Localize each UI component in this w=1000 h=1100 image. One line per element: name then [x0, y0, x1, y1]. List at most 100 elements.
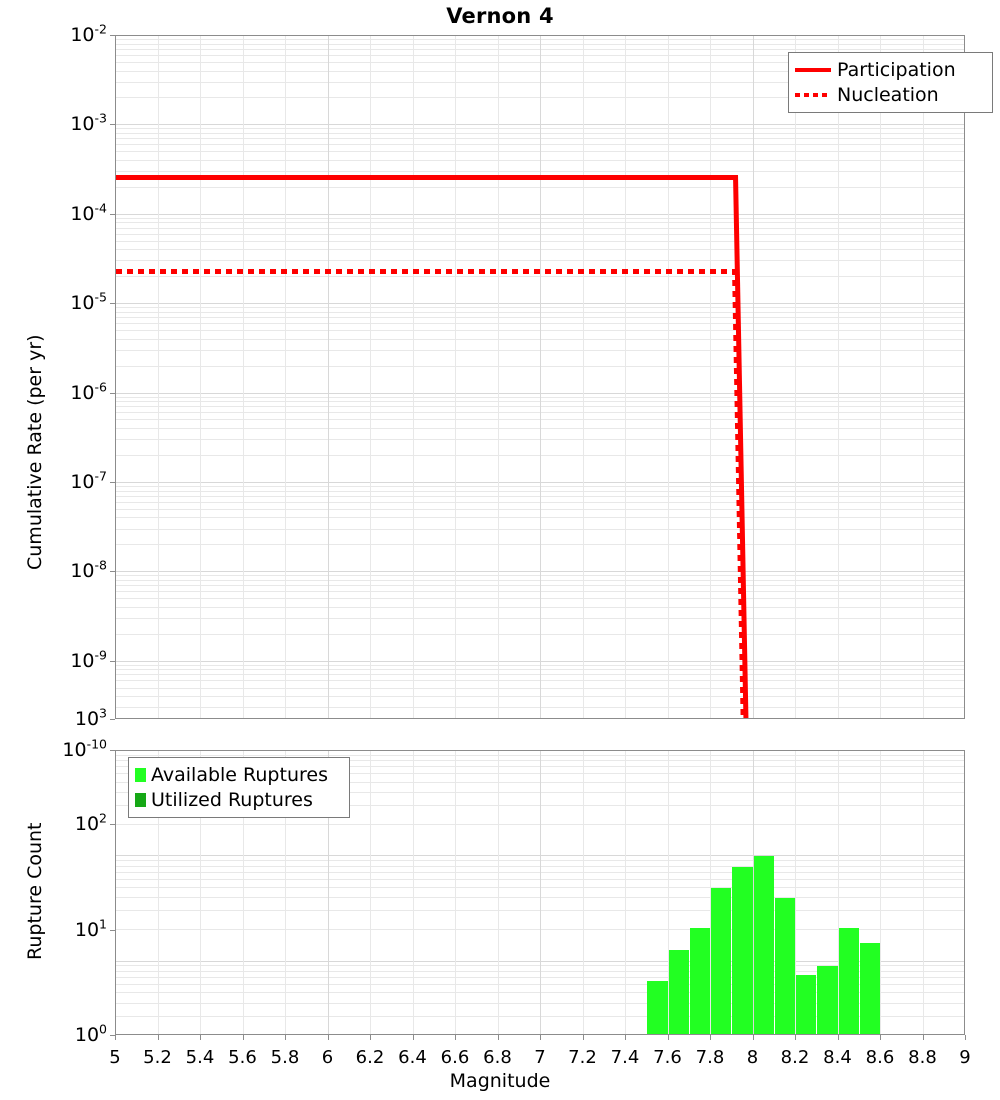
rupture-count-bar [839, 928, 859, 1035]
top-y-tick-label: 10-3 [70, 113, 107, 135]
legend-item-available-ruptures[interactable]: Available Ruptures [135, 762, 342, 787]
top-y-tick-mark [110, 393, 115, 394]
x-tick-mark [838, 1035, 839, 1040]
rupture-count-bar [754, 856, 774, 1035]
gridline-vertical [540, 751, 541, 1034]
bottom-y-tick-label: 101 [75, 919, 107, 941]
gridline-vertical [455, 36, 456, 718]
legend-label: Participation [837, 59, 956, 81]
x-tick-mark [158, 1035, 159, 1040]
bottom-legend: Available Ruptures Utilized Ruptures [128, 757, 350, 818]
series-participation-plateau [116, 175, 735, 180]
bottom-y-tick-mark [110, 824, 115, 825]
top-y-tick-mark [110, 214, 115, 215]
x-tick-label: 5 [109, 1047, 120, 1068]
legend-label: Nucleation [837, 84, 939, 106]
x-tick-label: 6.8 [483, 1047, 512, 1068]
top-y-axis-label: Cumulative Rate (per yr) [24, 334, 46, 570]
gridline-vertical [923, 36, 924, 718]
top-y-tick-mark [110, 571, 115, 572]
bottom-y-axis-label: Rupture Count [24, 823, 46, 961]
x-tick-label: 8.2 [781, 1047, 810, 1068]
rupture-count-bar [690, 928, 710, 1035]
bottom-y-tick-mark [110, 719, 115, 720]
top-y-tick-label: 10-10 [62, 739, 107, 761]
gridline-vertical [583, 36, 584, 718]
x-tick-mark [200, 1035, 201, 1040]
rupture-count-bar [711, 888, 731, 1035]
rupture-count-bar [860, 943, 880, 1035]
x-tick-mark [413, 1035, 414, 1040]
x-tick-mark [285, 1035, 286, 1040]
bottom-y-tick-label: 102 [75, 813, 107, 835]
gridline-vertical [625, 36, 626, 718]
x-tick-label: 8 [747, 1047, 758, 1068]
x-tick-label: 6.2 [356, 1047, 385, 1068]
x-tick-label: 7.2 [568, 1047, 597, 1068]
top-y-tick-label: 10-9 [70, 650, 107, 672]
legend-item-nucleation[interactable]: Nucleation [795, 82, 985, 107]
x-tick-label: 8.8 [908, 1047, 937, 1068]
x-tick-mark [965, 1035, 966, 1040]
x-axis-label: Magnitude [0, 1070, 1000, 1092]
chart-title: Vernon 4 [0, 4, 1000, 28]
gridline-vertical [880, 36, 881, 718]
x-tick-mark [753, 1035, 754, 1040]
legend-item-participation[interactable]: Participation [795, 57, 985, 82]
top-y-tick-mark [110, 124, 115, 125]
x-tick-mark [668, 1035, 669, 1040]
rupture-count-bar [775, 898, 795, 1035]
x-tick-label: 5.2 [143, 1047, 172, 1068]
top-y-tick-mark [110, 35, 115, 36]
gridline-vertical [328, 36, 329, 718]
gridline-vertical [795, 36, 796, 718]
series-nucleation-plateau [116, 269, 735, 274]
rupture-count-bar [732, 867, 752, 1035]
x-tick-mark [540, 1035, 541, 1040]
x-tick-mark [243, 1035, 244, 1040]
gridline-vertical [455, 751, 456, 1034]
x-tick-label: 5.6 [228, 1047, 257, 1068]
color-swatch-icon [135, 793, 146, 807]
x-tick-mark [328, 1035, 329, 1040]
x-tick-label: 6.4 [398, 1047, 427, 1068]
x-tick-label: 7.6 [653, 1047, 682, 1068]
gridline-vertical [625, 751, 626, 1034]
x-tick-mark [583, 1035, 584, 1040]
x-tick-mark [370, 1035, 371, 1040]
legend-label: Available Ruptures [151, 764, 328, 786]
gridline-vertical [200, 36, 201, 718]
color-swatch-icon [135, 768, 146, 782]
gridline-vertical [710, 36, 711, 718]
x-tick-label: 7.8 [696, 1047, 725, 1068]
top-y-tick-label: 10-8 [70, 560, 107, 582]
gridline-vertical [158, 36, 159, 718]
x-tick-label: 5.4 [186, 1047, 215, 1068]
cumulative-rate-plot [115, 35, 965, 719]
legend-item-utilized-ruptures[interactable]: Utilized Ruptures [135, 787, 342, 812]
top-y-tick-mark [110, 482, 115, 483]
legend-label: Utilized Ruptures [151, 789, 313, 811]
x-tick-mark [923, 1035, 924, 1040]
top-y-tick-label: 10-6 [70, 382, 107, 404]
gridline-vertical [668, 36, 669, 718]
x-tick-label: 8.6 [866, 1047, 895, 1068]
x-tick-label: 7.4 [611, 1047, 640, 1068]
gridline-vertical [923, 751, 924, 1034]
gridline-vertical [498, 751, 499, 1034]
x-tick-mark [498, 1035, 499, 1040]
x-tick-label: 6.6 [441, 1047, 470, 1068]
bottom-y-tick-label: 103 [75, 708, 107, 730]
top-y-tick-label: 10-5 [70, 292, 107, 314]
bottom-y-tick-mark [110, 930, 115, 931]
top-y-tick-label: 10-7 [70, 471, 107, 493]
solid-line-icon [795, 68, 831, 72]
gridline-vertical [413, 751, 414, 1034]
gridline-vertical [370, 751, 371, 1034]
gridline-vertical [753, 36, 754, 718]
gridline-vertical [370, 36, 371, 718]
gridline-vertical [243, 36, 244, 718]
gridline-vertical [880, 751, 881, 1034]
top-y-tick-mark [110, 303, 115, 304]
rupture-count-bar [817, 966, 837, 1035]
